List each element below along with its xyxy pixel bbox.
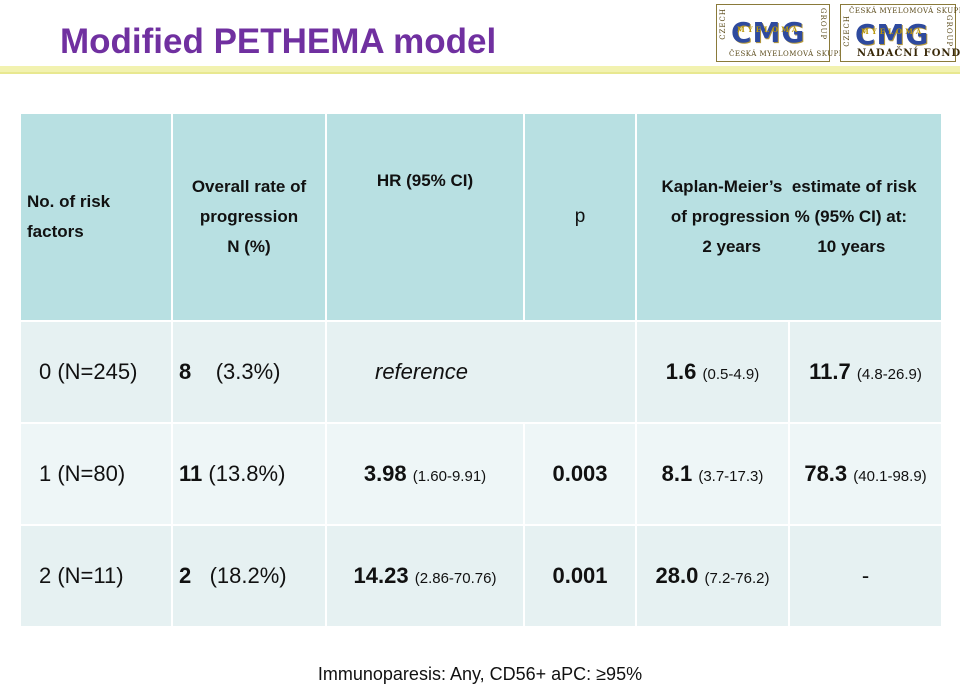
cell-hr-value: reference: [375, 359, 468, 384]
cell-km-10y: -: [788, 524, 943, 628]
logo-overlay-text: MYELOMA: [861, 27, 925, 36]
cell-km-10y: 78.3 (40.1-98.9): [788, 422, 943, 526]
logo-side-right-text: GROUP: [945, 15, 953, 48]
cell-risk: 2 (N=11): [19, 524, 173, 628]
logo-overlay-text: MYELOMA: [737, 25, 801, 34]
title-divider-accent: [0, 72, 960, 74]
cell-km-2y: 28.0 (7.2-76.2): [635, 524, 790, 628]
page-title: Modified PETHEMA model: [60, 22, 497, 61]
cell-overall-n: 2: [179, 563, 192, 588]
logo-side-right-text: GROUP: [819, 8, 827, 41]
header-risk-factors-label: No. of risk factors: [27, 192, 111, 241]
cell-overall: 2 (18.2%): [171, 524, 327, 628]
cell-hr: reference: [325, 320, 637, 424]
header-km-years: 2 years 10 years: [637, 232, 941, 262]
cell-km-2y: 8.1 (3.7-17.3): [635, 422, 790, 526]
cell-km-2y: 1.6 (0.5-4.9): [635, 320, 790, 424]
header-km-10-years: 10 years: [817, 237, 886, 256]
cell-km-2y-ci: (3.7-17.3): [698, 468, 764, 485]
cell-overall-n: 8: [179, 359, 192, 384]
cell-hr: 14.23 (2.86-70.76): [325, 524, 525, 628]
logo-bottom-text: ČESKÁ MYELOMOVÁ SKUPINA: [729, 50, 855, 58]
cell-p-value: 0.001: [552, 563, 608, 588]
cell-p: 0.001: [523, 524, 637, 628]
cell-km-2y-ci: (7.2-76.2): [704, 570, 770, 587]
cell-p-value: 0.003: [552, 461, 608, 486]
cell-km-2y-value: 1.6: [665, 359, 697, 384]
header-hr-label: HR (95% CI): [376, 171, 474, 190]
header-overall-line2: progression: [199, 207, 299, 226]
header-p-label: p: [574, 206, 586, 227]
cell-hr-ci: (1.60-9.91): [412, 468, 487, 485]
header-p: p: [523, 112, 637, 322]
cell-hr-ci: (2.86-70.76): [414, 570, 497, 587]
header-overall-rate: Overall rate of progression N (%): [171, 112, 327, 322]
cell-km-10y-value: -: [861, 563, 870, 588]
logo-mark: CMG: [855, 18, 930, 51]
header-km-line1: Kaplan-Meier’s estimate of risk: [661, 177, 917, 196]
header-overall-line1: Overall rate of: [191, 177, 307, 196]
cell-overall: 11 (13.8%): [171, 422, 327, 526]
header-risk-factors: No. of risk factors: [19, 112, 173, 322]
logo-side-left-text: CZECH: [719, 8, 727, 40]
header-km-2-years: 2 years: [702, 237, 761, 256]
cell-risk: 0 (N=245): [19, 320, 173, 424]
cell-risk: 1 (N=80): [19, 422, 173, 526]
title-divider: [0, 66, 960, 72]
cell-overall-pct: (13.8%): [208, 461, 286, 486]
logo-top-text: ČESKÁ MYELOMOVÁ SKUPINA: [849, 7, 960, 15]
cell-km-10y: 11.7 (4.8-26.9): [788, 320, 943, 424]
table-row: 0 (N=245) 8 (3.3%) reference 1.6 (0.5-4.…: [19, 320, 943, 424]
cell-km-10y-ci: (40.1-98.9): [853, 468, 927, 485]
logo-mark: CMG: [731, 16, 806, 49]
cmg-logo: CZECH GROUP CMG MYELOMA ČESKÁ MYELOMOVÁ …: [716, 4, 854, 62]
cell-p: 0.003: [523, 422, 637, 526]
header-overall-line3: N (%): [227, 237, 271, 256]
cell-km-10y-ci: (4.8-26.9): [856, 366, 922, 383]
table-header-row: No. of risk factors Overall rate of prog…: [19, 112, 943, 322]
cell-km-10y-value: 11.7: [809, 359, 851, 384]
cmg-foundation-logo: ČESKÁ MYELOMOVÁ SKUPINA CZECH GROUP CMG …: [840, 4, 960, 62]
cell-overall-pct: (18.2%): [209, 563, 287, 588]
table-row: 2 (N=11) 2 (18.2%) 14.23 (2.86-70.76) 0.…: [19, 524, 943, 628]
cell-overall-n: 11: [179, 461, 203, 486]
cell-overall-pct: (3.3%): [215, 359, 281, 384]
cell-hr: 3.98 (1.60-9.91): [325, 422, 525, 526]
header-km-line2: of progression % (95% CI) at:: [670, 207, 908, 226]
footnote: Immunoparesis: Any, CD56+ aPC: ≥95%: [317, 664, 643, 684]
table-row: 1 (N=80) 11 (13.8%) 3.98 (1.60-9.91) 0.0…: [19, 422, 943, 526]
logo-bottom-text: NADAČNÍ FOND: [857, 48, 960, 59]
cell-km-10y-value: 78.3: [804, 461, 848, 486]
cell-hr-value: 14.23: [353, 563, 409, 588]
cell-hr-value: 3.98: [363, 461, 407, 486]
cell-km-2y-ci: (0.5-4.9): [702, 366, 760, 383]
pethema-table: No. of risk factors Overall rate of prog…: [19, 112, 943, 628]
header-kaplan-meier: Kaplan-Meier’s estimate of risk of progr…: [635, 112, 943, 322]
header-hr: HR (95% CI): [325, 112, 525, 322]
cell-km-2y-value: 8.1: [661, 461, 693, 486]
cell-km-2y-value: 28.0: [655, 563, 699, 588]
cell-overall: 8 (3.3%): [171, 320, 327, 424]
logo-side-left-text: CZECH: [843, 15, 851, 47]
